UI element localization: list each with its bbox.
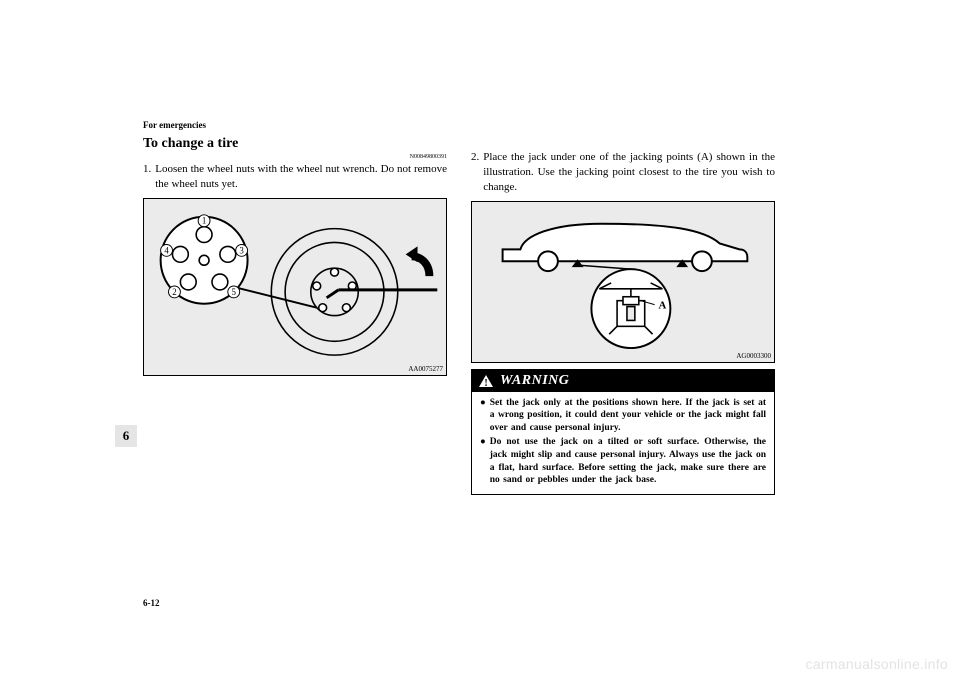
warning-title: WARNING — [500, 373, 569, 389]
figure-jack-point: A AG0003300 — [471, 201, 775, 363]
nut-label-4: 4 — [164, 245, 169, 255]
bullet-icon: ● — [480, 397, 486, 435]
warning-triangle-icon: ! — [478, 374, 494, 388]
warning-header: ! WARNING — [472, 370, 774, 392]
warning-bullet: ● Do not use the jack on a tilted or sof… — [480, 436, 766, 487]
section-heading: To change a tire — [143, 136, 238, 152]
nut-label-1: 1 — [202, 215, 206, 225]
wheel-illustration: 1 2 3 4 5 — [144, 199, 446, 365]
warning-box: ! WARNING ● Set the jack only at the pos… — [471, 369, 775, 496]
warning-text: Set the jack only at the positions shown… — [490, 397, 766, 435]
step-number: 2. — [471, 150, 479, 195]
watermark: carmanualsonline.info — [806, 656, 949, 672]
figure-id-left: AA0075277 — [144, 365, 446, 375]
nut-label-2: 2 — [172, 287, 176, 297]
bullet-icon: ● — [480, 436, 486, 487]
step-2: 2. Place the jack under one of the jacki… — [471, 150, 775, 195]
warning-bullet: ● Set the jack only at the positions sho… — [480, 397, 766, 435]
jack-point-label: A — [659, 299, 667, 311]
nut-label-3: 3 — [239, 245, 244, 255]
figure-wheel-nuts: 1 2 3 4 5 AA0075277 — [143, 198, 447, 376]
left-column: To change a tire N00849800391 1. Loosen … — [143, 136, 447, 495]
step-text: Loosen the wheel nuts with the wheel nut… — [155, 162, 447, 192]
step-1: 1. Loosen the wheel nuts with the wheel … — [143, 162, 447, 192]
nut-label-5: 5 — [232, 287, 237, 297]
warning-text: Do not use the jack on a tilted or soft … — [490, 436, 766, 487]
step-text: Place the jack under one of the jacking … — [483, 150, 775, 195]
svg-text:!: ! — [484, 378, 487, 388]
figure-id-right: AG0003300 — [472, 352, 774, 362]
running-header: For emergencies — [143, 120, 775, 130]
step-number: 1. — [143, 162, 151, 192]
jack-illustration: A — [472, 202, 774, 352]
right-column: 2. Place the jack under one of the jacki… — [471, 136, 775, 495]
doc-reference-number: N00849800391 — [143, 154, 447, 160]
page-number: 6-12 — [143, 598, 160, 608]
chapter-tab: 6 — [115, 425, 137, 447]
warning-body: ● Set the jack only at the positions sho… — [472, 392, 774, 495]
